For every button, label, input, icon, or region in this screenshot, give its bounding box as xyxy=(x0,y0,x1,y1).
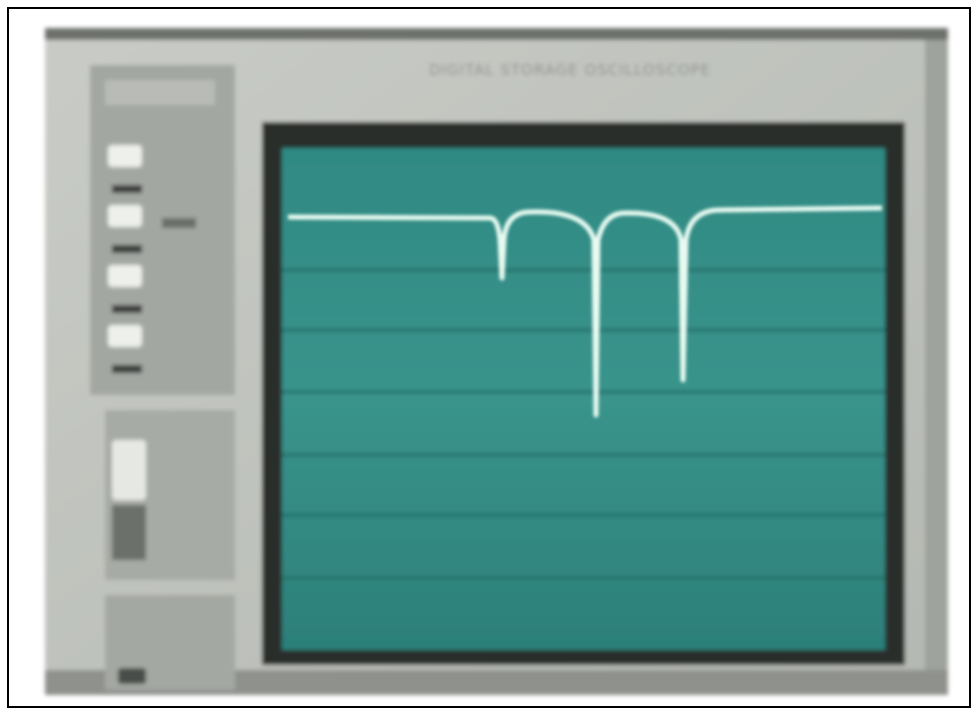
trace xyxy=(287,205,883,418)
graticule xyxy=(282,268,885,580)
title: DIGITAL STORAGE OSCILLOSCOPE xyxy=(429,61,711,79)
screen xyxy=(282,148,885,650)
buttons xyxy=(108,145,196,373)
scene: DIGITAL STORAGE OSCILLOSCOPE xyxy=(45,28,948,695)
